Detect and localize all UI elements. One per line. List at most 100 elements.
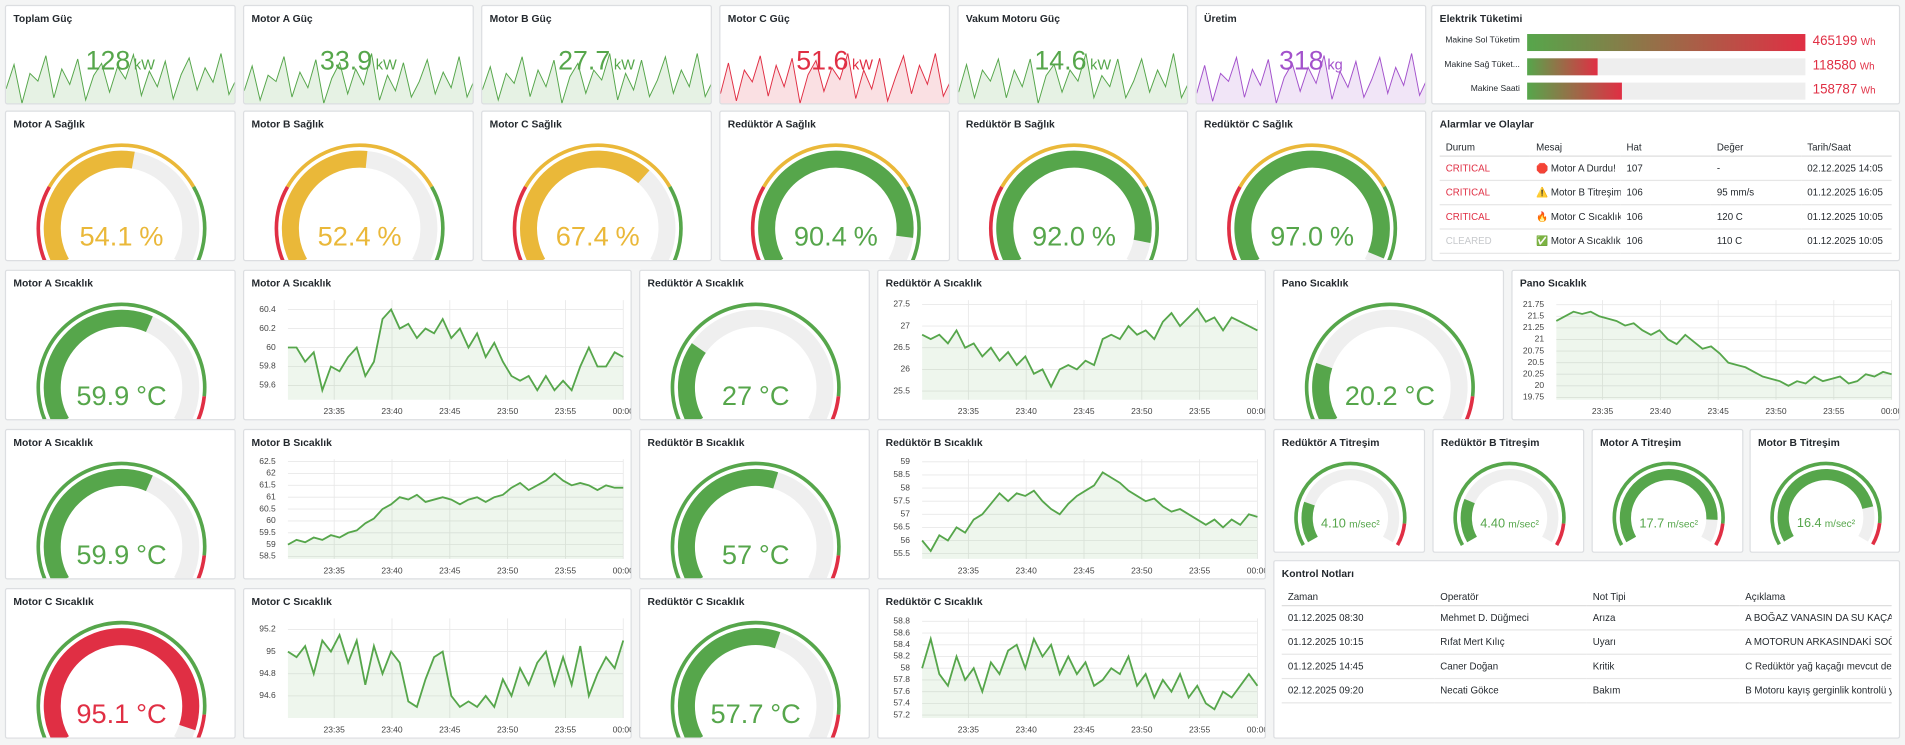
bar-number: 118580	[1812, 58, 1857, 73]
gauge-unit: %	[1092, 221, 1116, 252]
line-area	[287, 473, 624, 559]
y-tick-label: 94.6	[259, 690, 276, 700]
panel-title: Kontrol Notları	[1281, 567, 1355, 580]
threshold-band	[670, 302, 841, 420]
panel: Redüktör A Sıcaklık 27 °C	[639, 269, 870, 421]
sparkline-chart	[244, 53, 473, 104]
gauge-value	[1460, 498, 1478, 543]
panel-title: Redüktör A Sağlık	[727, 117, 816, 130]
gauge-number: 90.4	[794, 221, 847, 252]
bar-unit: Wh	[1859, 60, 1875, 72]
bar	[1527, 58, 1599, 76]
table-body: 01.12.2025 08:30 Mehmet D. Düğmeci Arıza A …	[1281, 605, 1892, 704]
panel: Kontrol Notları Zaman Operatör Not Tipi Açık…	[1273, 560, 1901, 739]
table-head: Durum Mesaj Hat Değer Tarih/Saat	[1439, 138, 1892, 157]
gauge-number: 16.4	[1797, 516, 1822, 530]
gauge-label: 52.4%	[318, 221, 402, 252]
panel-title: Motor B Titreşim	[1757, 436, 1840, 449]
x-tick-label: 23:55	[555, 724, 577, 734]
y-tick-label: 58.5	[259, 551, 276, 561]
table-cell: 01.12.2025 10:05	[1801, 204, 1892, 230]
x-tick-label: 23:50	[1765, 406, 1787, 416]
table-row: 01.12.2025 08:30 Mehmet D. Düğmeci Arıza A …	[1281, 605, 1892, 631]
threshold-band	[1294, 461, 1407, 546]
stat-unit: kW	[375, 56, 397, 74]
table-row: CRITICAL🔥 Motor C Sıcaklık Çok Yüksek!10…	[1439, 204, 1892, 230]
threshold-band	[36, 302, 207, 420]
table-cell: ⚠️ Motor B Titreşimi Çok Yüksek!	[1530, 180, 1621, 206]
table-cell: ✅ Motor A Sıcaklık Normale Döndü	[1530, 229, 1621, 254]
table-cell: 106	[1620, 180, 1711, 206]
x-tick-label: 23:35	[324, 406, 346, 416]
panel-title: Motor A Sıcaklık	[251, 277, 332, 290]
gauge-chart: 17.7 m/sec²	[1612, 461, 1725, 546]
panel-title: Redüktör A Titreşim	[1281, 436, 1380, 449]
threshold-band	[1714, 523, 1725, 546]
gauge-label: 92.0%	[1032, 221, 1116, 252]
sparkline-chart	[482, 53, 711, 104]
line	[921, 635, 1259, 711]
gauge-label: 57.7 °C	[711, 698, 801, 729]
x-tick-label: 23:45	[1073, 565, 1095, 575]
y-tick-label: 59	[266, 539, 276, 549]
y-tick-label: 60	[266, 342, 276, 352]
line-area	[922, 308, 1258, 400]
threshold-band	[1144, 185, 1160, 260]
gauge-chart: 27 °C	[670, 302, 841, 420]
x-tick-label: 00:00	[613, 565, 632, 575]
table-cell: 🔥 Motor C Sıcaklık Çok Yüksek!	[1530, 204, 1621, 230]
x-tick-label: 23:45	[439, 724, 461, 734]
x-tick-label: 23:40	[1016, 406, 1038, 416]
gauge-unit: °C	[136, 380, 167, 411]
threshold-band	[36, 620, 207, 738]
stat-number: 33.9	[320, 45, 373, 76]
panel: Motor B Sıcaklık 58.5 59 59.5 60 60.5 61 61.5 62…	[242, 428, 632, 580]
stat-number: 51.6	[796, 45, 849, 76]
gauge-number: 59.9	[76, 380, 129, 411]
threshold-band	[670, 461, 841, 579]
threshold-band	[1382, 185, 1398, 260]
table-cell: CLEARED	[1439, 229, 1531, 254]
sparkline	[720, 53, 949, 104]
panel-title: Motor A Sıcaklık	[13, 436, 93, 449]
gauge-unit: °C	[759, 380, 790, 411]
y-tick-label: 62	[266, 468, 276, 478]
x-tick-label: 23:35	[324, 724, 346, 734]
table-cell: 01.12.2025 14:45	[1281, 654, 1435, 680]
threshold-band	[906, 185, 921, 260]
gauge-label: 4.10 m/sec²	[1321, 516, 1380, 531]
y-tick-label: 60.5	[259, 503, 276, 513]
sparkline-area	[720, 53, 949, 104]
sparkline-area	[1196, 53, 1426, 104]
panel: Motor A Güç 33.9 kW	[242, 4, 474, 105]
sparkline-chart	[6, 52, 235, 104]
gauge-value	[1619, 468, 1718, 543]
gauge-label: 4.40 m/sec²	[1480, 516, 1539, 531]
panel-title: Pano Sıcaklık	[1281, 277, 1349, 290]
y-tick-label: 27	[901, 320, 911, 330]
x-tick-label: 23:45	[1073, 724, 1095, 734]
gauge-value	[677, 628, 781, 738]
gauge-chart: 67.4%	[512, 143, 683, 260]
threshold-band	[1395, 523, 1407, 546]
x-tick-label: 23:40	[381, 724, 403, 734]
x-tick-label: 23:35	[1592, 406, 1614, 416]
table-cell: 01.12.2025 10:15	[1281, 629, 1435, 655]
x-tick-label: 23:45	[1708, 406, 1730, 416]
panel-title: Redüktör A Sıcaklık	[885, 277, 982, 290]
panel-title: Redüktör B Titreşim	[1440, 436, 1540, 449]
panel-title: Vakum Motoru Güç	[965, 12, 1060, 25]
y-tick-label: 94.8	[259, 668, 276, 678]
gauge-chart: 90.4%	[750, 143, 921, 260]
table-cell: Necati Gökce	[1434, 678, 1587, 704]
gauge-chart: 97.0%	[1227, 143, 1398, 260]
panel: Alarmlar ve Olaylar Durum Mesaj Hat Değer Tar…	[1431, 110, 1901, 262]
table-cell: CRITICAL	[1439, 180, 1531, 206]
threshold-band	[1304, 302, 1475, 420]
gauge-chart: 92.0%	[988, 143, 1160, 260]
table-cell: CRITICAL	[1439, 204, 1531, 230]
table-cell: Rıfat Mert Kılıç	[1434, 629, 1587, 655]
column-header: Hat	[1620, 138, 1711, 157]
panel: Motor C Sağlık 67.4%	[481, 110, 712, 262]
gauge-number: 95.1	[76, 698, 129, 729]
